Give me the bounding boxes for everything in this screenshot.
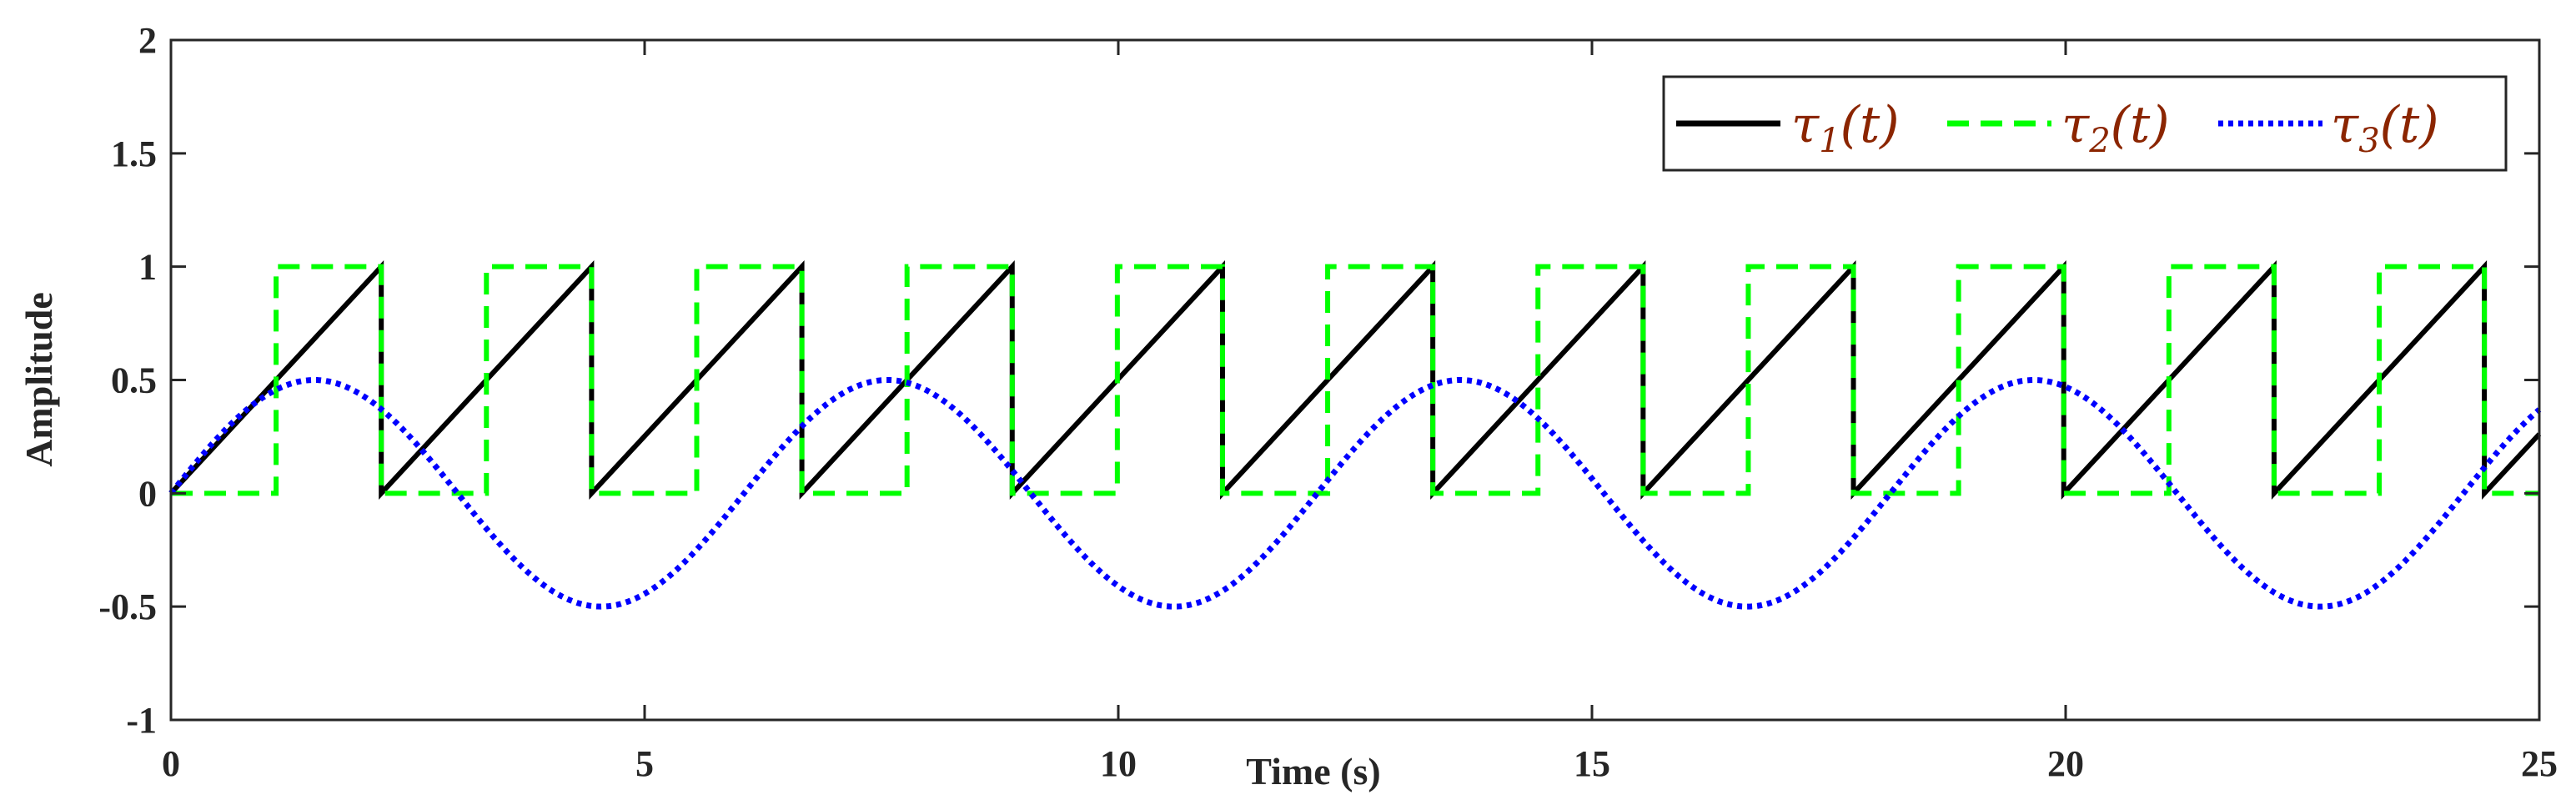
series-tau2-line bbox=[171, 264, 2539, 496]
series-layer bbox=[168, 260, 2542, 610]
x-tick-label: 25 bbox=[2521, 743, 2558, 784]
x-axis-label: Time (s) bbox=[1246, 750, 1380, 792]
x-tick-label: 0 bbox=[162, 743, 180, 784]
x-tick-label: 15 bbox=[1574, 743, 1610, 784]
legend-box bbox=[1662, 75, 2508, 172]
y-tick-label: -0.5 bbox=[98, 586, 157, 627]
legend-label-tau1: τ1(t) bbox=[1791, 96, 1900, 160]
x-tick-label: 5 bbox=[635, 743, 654, 784]
y-tick-label: 2 bbox=[138, 20, 157, 61]
x-tick-label: 20 bbox=[2047, 743, 2084, 784]
legend: τ1(t) τ2(t) τ3(t) bbox=[1662, 75, 2508, 172]
legend-label-tau3: τ3(t) bbox=[2331, 96, 2439, 160]
y-tick-label: 0.5 bbox=[111, 360, 157, 401]
legend-label-tau2: τ2(t) bbox=[2061, 96, 2170, 160]
y-tick-label: 1 bbox=[138, 247, 157, 288]
y-tick-label: -1 bbox=[126, 700, 157, 741]
y-tick-label: 1.5 bbox=[111, 133, 157, 174]
ticks-layer: 0 5 10 15 20 25 -1 -0.5 0 0.5 1 1.5 2 bbox=[98, 20, 2558, 784]
x-tick-label: 10 bbox=[1100, 743, 1137, 784]
series-tau3-line bbox=[168, 376, 2542, 610]
y-axis-label: Amplitude bbox=[18, 292, 60, 467]
y-tick-label: 0 bbox=[138, 473, 157, 514]
